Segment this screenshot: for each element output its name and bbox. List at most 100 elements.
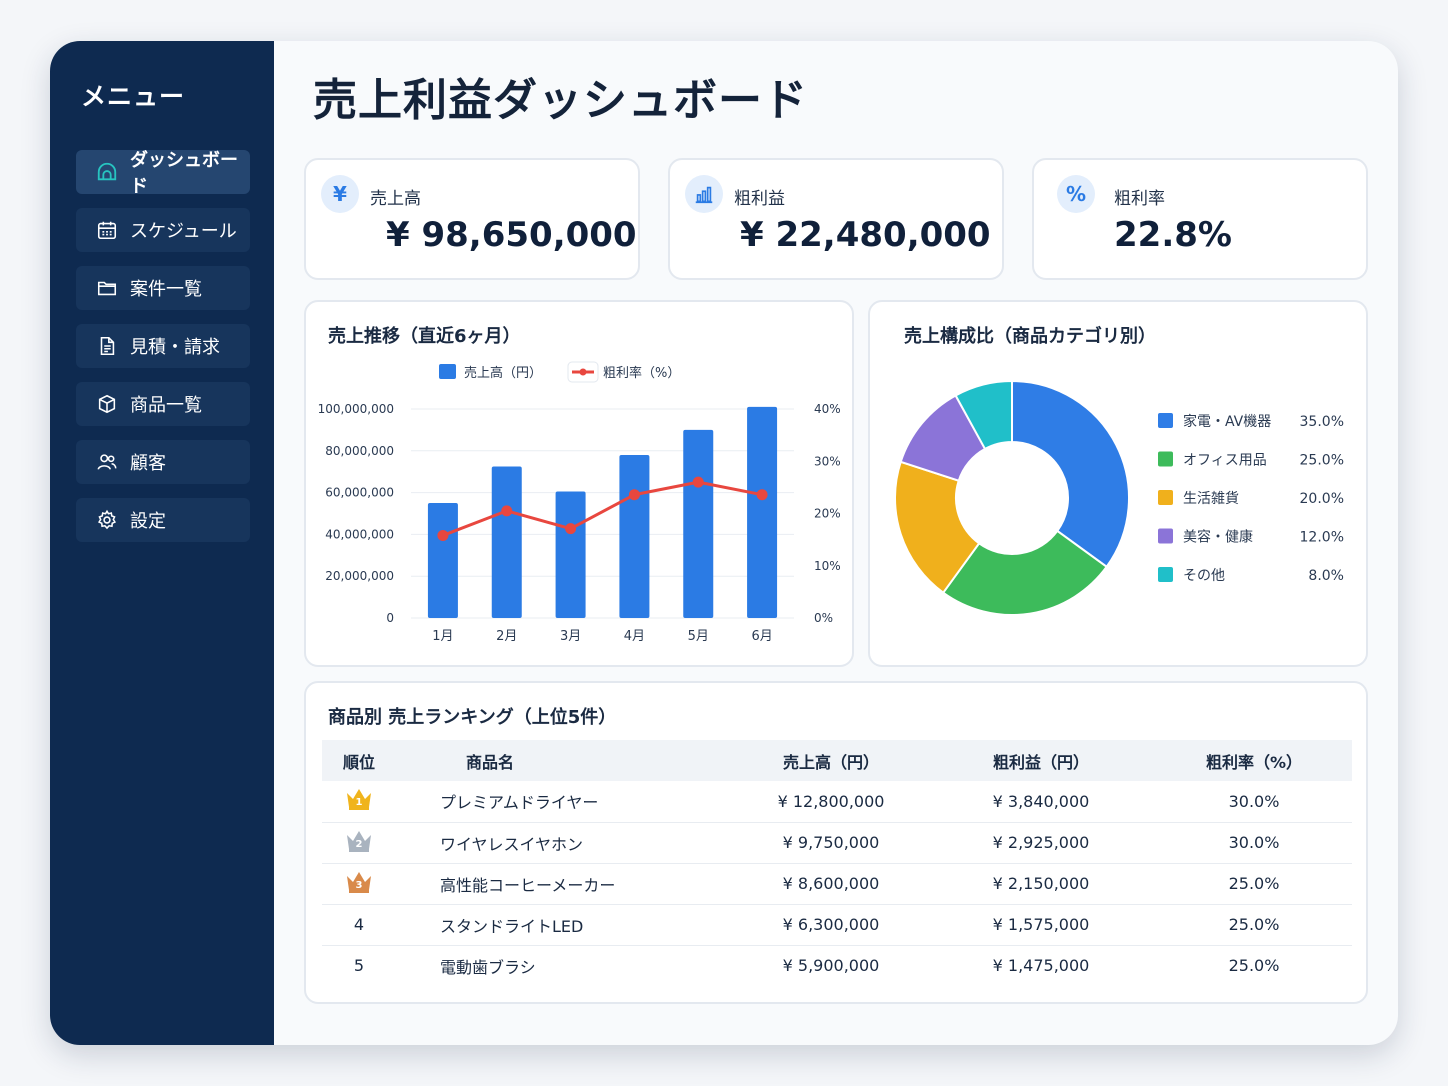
rank-cell: 2 bbox=[322, 822, 396, 864]
legend-swatch bbox=[1158, 490, 1173, 505]
sidebar-item-quotes[interactable]: 見積・請求 bbox=[76, 324, 250, 368]
sidebar-item-label: 案件一覧 bbox=[130, 279, 202, 300]
legend-value: 12.0% bbox=[1300, 530, 1344, 546]
crown-rank: 3 bbox=[356, 880, 363, 891]
kpi-row: ¥ 売上高 ¥ 98,650,000 粗利益 ¥ 22,480,000 % 粗利… bbox=[304, 158, 1368, 280]
ranking-table: 順位 商品名 売上高（円） 粗利益（円） 粗利率（%） 1 プレミアムドライヤー… bbox=[322, 740, 1352, 986]
app-window: メニュー ダッシュボード スケジュール 案件一覧 bbox=[50, 41, 1398, 1045]
page-title: 売上利益ダッシュボード bbox=[313, 75, 808, 126]
table-header-row: 順位 商品名 売上高（円） 粗利益（円） 粗利率（%） bbox=[322, 740, 1352, 781]
rate-point-2 bbox=[501, 505, 513, 517]
bar-4 bbox=[619, 454, 650, 618]
rate-cell: 25.0% bbox=[1228, 956, 1280, 976]
ranking-title: 商品別 売上ランキング（上位5件） bbox=[328, 707, 617, 728]
sidebar-item-settings[interactable]: 設定 bbox=[76, 498, 250, 542]
sidebar-nav: ダッシュボード スケジュール 案件一覧 見積・請求 bbox=[76, 150, 250, 542]
sales-cell: ¥ 5,900,000 bbox=[782, 956, 880, 976]
sidebar-item-products[interactable]: 商品一覧 bbox=[76, 382, 250, 426]
legend-value: 20.0% bbox=[1300, 491, 1344, 507]
name-cell: スタンドライトLED bbox=[396, 904, 736, 946]
users-icon bbox=[96, 451, 118, 473]
right-tick-label: 10% bbox=[814, 559, 841, 573]
table-row[interactable]: 4 スタンドライトLED ¥ 6,300,000 ¥ 1,575,000 25.0% bbox=[322, 904, 1352, 946]
folder-icon bbox=[96, 277, 118, 299]
left-tick-label: 60,000,000 bbox=[325, 486, 394, 500]
chart-legend: 家電・AV機器 35.0% オフィス用品 25.0% 生活雑貨 20.0% 美容・健康 12.… bbox=[1158, 413, 1344, 584]
kpi-label: 売上高 bbox=[370, 189, 421, 209]
legend-label: 家電・AV機器 bbox=[1183, 413, 1271, 430]
profit-cell: ¥ 1,475,000 bbox=[992, 956, 1090, 976]
sales-trend-card: 売上推移（直近6ヶ月） 売上高（円） 粗利率（%） 0 20,000,000 40,00… bbox=[304, 300, 854, 667]
legend-swatch bbox=[1158, 413, 1173, 428]
sidebar-item-label: ダッシュボード bbox=[130, 150, 238, 197]
sidebar: メニュー ダッシュボード スケジュール 案件一覧 bbox=[50, 41, 274, 1045]
legend-label: 生活雑貨 bbox=[1183, 490, 1239, 507]
sidebar-item-dashboard[interactable]: ダッシュボード bbox=[76, 150, 250, 197]
name-cell: プレミアムドライヤー bbox=[396, 781, 736, 823]
crown-rank: 2 bbox=[356, 839, 363, 850]
x-tick-label: 3月 bbox=[560, 629, 581, 644]
right-tick-label: 0% bbox=[814, 611, 833, 625]
box-icon bbox=[96, 393, 118, 415]
sales-cell: ¥ 9,750,000 bbox=[736, 822, 926, 864]
rank-cell: 3 bbox=[322, 863, 396, 905]
bar-chart-icon bbox=[685, 175, 723, 213]
left-tick-label: 80,000,000 bbox=[325, 444, 394, 458]
left-tick-label: 20,000,000 bbox=[325, 569, 394, 583]
chart-title: 売上推移（直近6ヶ月） bbox=[328, 326, 521, 347]
sidebar-item-label: 見積・請求 bbox=[130, 337, 220, 358]
legend-label: 売上高（円） bbox=[464, 365, 542, 381]
table-row[interactable]: 5 電動歯ブラシ ¥ 5,900,000 ¥ 1,475,000 25.0% bbox=[322, 945, 1352, 986]
charts-row: 売上推移（直近6ヶ月） 売上高（円） 粗利率（%） 0 20,000,000 40,00… bbox=[304, 300, 1368, 667]
yen-icon: ¥ bbox=[321, 175, 359, 213]
rate-cell: 30.0% bbox=[1156, 781, 1352, 823]
sales-trend-chart: 売上高（円） 粗利率（%） 0 20,000,000 40,000,000 60,000,… bbox=[318, 361, 841, 644]
right-tick-label: 20% bbox=[814, 507, 841, 521]
bar-3 bbox=[555, 491, 586, 618]
rate-cell: 25.0% bbox=[1156, 904, 1352, 946]
column-header: 商品名 bbox=[396, 740, 736, 781]
legend-label: その他 bbox=[1183, 568, 1225, 584]
rate-point-1 bbox=[437, 529, 449, 541]
legend-label: 粗利率（%） bbox=[603, 365, 680, 381]
rate-point-5 bbox=[692, 476, 704, 488]
x-tick-label: 2月 bbox=[496, 629, 517, 644]
bar-2 bbox=[491, 466, 522, 618]
rate-cell: 30.0% bbox=[1156, 822, 1352, 864]
sales-cell: ¥ 6,300,000 bbox=[736, 904, 926, 946]
table-row[interactable]: 3 高性能コーヒーメーカー ¥ 8,600,000 ¥ 2,150,000 25.0% bbox=[322, 863, 1352, 905]
rate-cell: 25.0% bbox=[1156, 863, 1352, 905]
left-tick-label: 40,000,000 bbox=[325, 527, 394, 541]
kpi-card-sales: ¥ 売上高 ¥ 98,650,000 bbox=[304, 158, 640, 280]
x-tick-label: 4月 bbox=[624, 629, 645, 644]
table-row[interactable]: 1 プレミアムドライヤー ¥ 12,800,000 ¥ 3,840,000 30.0% bbox=[322, 781, 1352, 823]
sales-composition-chart: 家電・AV機器 35.0% オフィス用品 25.0% 生活雑貨 20.0% 美容・健康 12.… bbox=[894, 379, 1344, 616]
sidebar-item-label: 顧客 bbox=[130, 453, 166, 474]
sales-cell: ¥ 12,800,000 bbox=[736, 781, 926, 823]
dashboard-icon bbox=[96, 161, 118, 183]
name-cell: 高性能コーヒーメーカー bbox=[396, 863, 736, 905]
sidebar-item-customers[interactable]: 顧客 bbox=[76, 440, 250, 484]
sidebar-item-schedule[interactable]: スケジュール bbox=[76, 208, 250, 252]
legend-swatch bbox=[1158, 567, 1173, 582]
table-row[interactable]: 2 ワイヤレスイヤホン ¥ 9,750,000 ¥ 2,925,000 30.0% bbox=[322, 822, 1352, 864]
x-tick-label: 6月 bbox=[751, 629, 772, 644]
sidebar-title: メニュー bbox=[81, 82, 186, 111]
sidebar-item-label: スケジュール bbox=[130, 221, 237, 242]
bar-5 bbox=[683, 429, 714, 618]
kpi-label: 粗利率 bbox=[1114, 189, 1165, 209]
column-header: 粗利率（%） bbox=[1156, 740, 1352, 781]
column-header: 粗利益（円） bbox=[926, 740, 1156, 781]
slice-3 bbox=[894, 460, 981, 595]
sidebar-item-label: 設定 bbox=[130, 511, 166, 532]
profit-cell: ¥ 1,575,000 bbox=[926, 904, 1156, 946]
sidebar-item-projects[interactable]: 案件一覧 bbox=[76, 266, 250, 310]
column-header: 売上高（円） bbox=[736, 740, 926, 781]
gear-icon bbox=[96, 509, 118, 531]
bar-1 bbox=[427, 503, 458, 618]
chart-legend: 売上高（円） 粗利率（%） bbox=[439, 361, 680, 383]
legend-marker bbox=[579, 368, 587, 376]
crown-icon: 2 bbox=[347, 830, 371, 852]
right-tick-label: 40% bbox=[814, 402, 841, 416]
name-cell: 電動歯ブラシ bbox=[440, 957, 536, 977]
